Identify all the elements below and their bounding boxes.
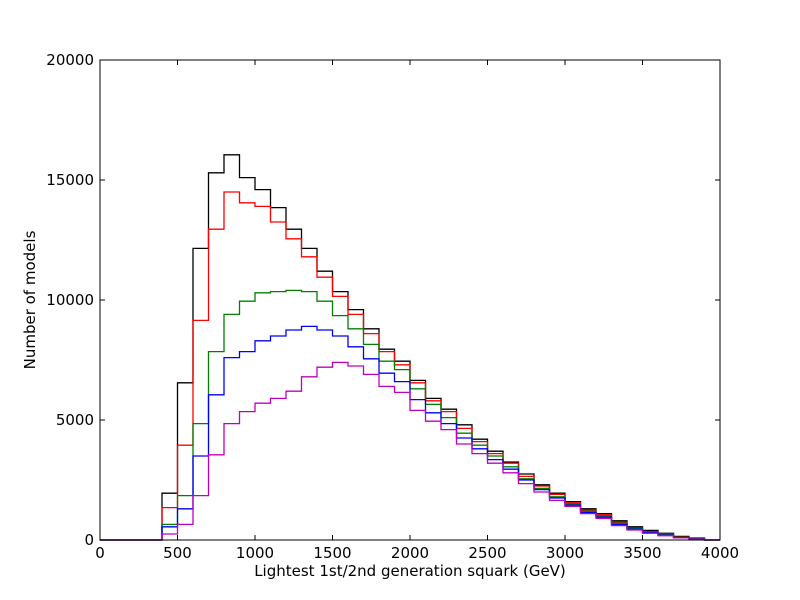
y-axis-label: Number of models bbox=[21, 230, 39, 369]
histogram-series-3 bbox=[100, 289, 720, 541]
x-tick-label: 4000 bbox=[701, 544, 739, 562]
y-tick-label: 0 bbox=[84, 531, 94, 549]
ticks-layer: 0 500 1000 1500 2000 2500 3000 3500 4000 0 5000 100… bbox=[46, 51, 739, 562]
x-axis-label: Lightest 1st/2nd generation squark (GeV) bbox=[254, 562, 566, 580]
x-tick-label: 500 bbox=[163, 544, 192, 562]
series-layer bbox=[100, 154, 720, 541]
x-tick-label: 2500 bbox=[468, 544, 506, 562]
x-tick-label: 0 bbox=[95, 544, 105, 562]
histogram-series-1 bbox=[100, 154, 720, 541]
x-tick-label: 3000 bbox=[546, 544, 584, 562]
histogram-series-4 bbox=[100, 325, 720, 541]
x-tick-label: 1000 bbox=[236, 544, 274, 562]
x-tick-label: 3500 bbox=[623, 544, 661, 562]
x-tick-label: 2000 bbox=[391, 544, 429, 562]
y-tick-label: 10000 bbox=[46, 291, 94, 309]
y-tick-label: 15000 bbox=[46, 171, 94, 189]
histogram-series-2 bbox=[100, 191, 720, 541]
y-tick-label: 20000 bbox=[46, 51, 94, 69]
y-tick-label: 5000 bbox=[56, 411, 94, 429]
histogram-series-5 bbox=[100, 361, 720, 541]
x-tick-label: 1500 bbox=[313, 544, 351, 562]
